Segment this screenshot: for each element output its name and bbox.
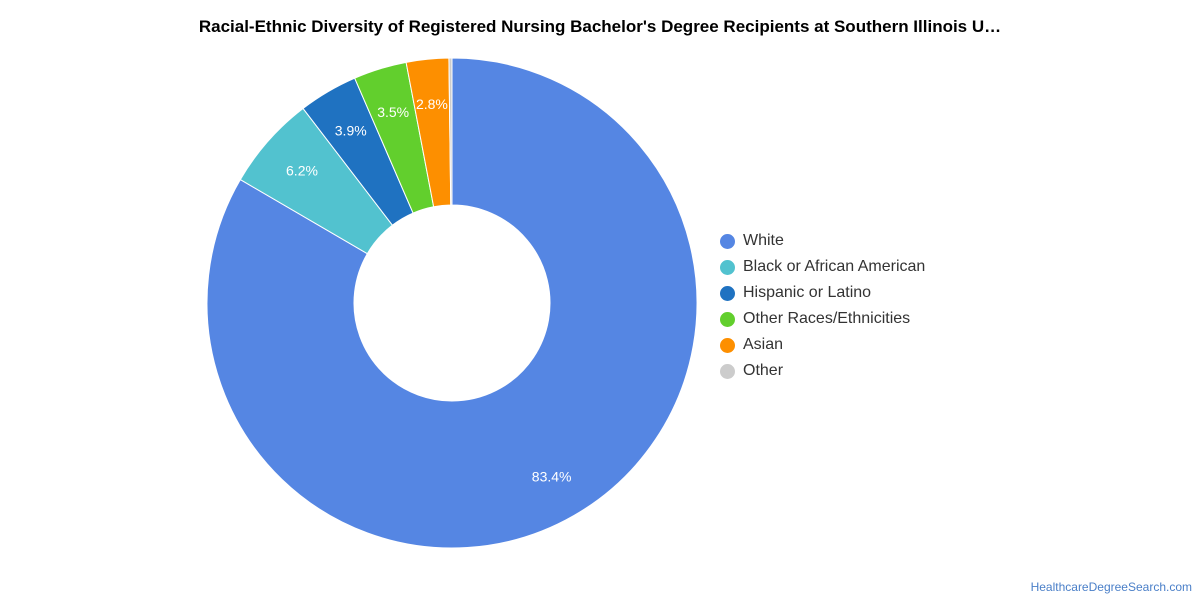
slice-label-hispanic-or-latino: 3.9% <box>335 123 367 139</box>
legend-dot-icon <box>720 259 735 275</box>
legend-label: Asian <box>743 336 784 353</box>
legend-label: Hispanic or Latino <box>743 284 872 301</box>
slice-label-white: 83.4% <box>532 468 572 484</box>
legend-item-other[interactable]: Other <box>720 358 925 384</box>
slice-label-black-or-african-american: 6.2% <box>286 163 318 179</box>
slice-white[interactable] <box>206 57 698 549</box>
slice-label-asian: 2.8% <box>416 96 448 112</box>
chart-legend: White Black or African American Hispanic o… <box>720 228 925 384</box>
legend-dot-icon <box>720 337 735 353</box>
legend-dot-icon <box>720 363 735 379</box>
legend-item-hispanic-or-latino[interactable]: Hispanic or Latino <box>720 280 925 306</box>
chart-title: Racial-Ethnic Diversity of Registered Nu… <box>198 17 1002 36</box>
slice-label-other-races-ethnicities: 3.5% <box>377 104 409 120</box>
legend-dot-icon <box>720 285 735 301</box>
legend-label: Other <box>743 362 784 379</box>
legend-dot-icon <box>720 311 735 327</box>
legend-dot-icon <box>720 233 735 249</box>
slice-other[interactable] <box>448 57 453 206</box>
source-link[interactable]: HealthcareDegreeSearch.com <box>1030 580 1192 594</box>
legend-item-white[interactable]: White <box>720 228 925 254</box>
legend-item-black-or-african-american[interactable]: Black or African American <box>720 254 925 280</box>
legend-label: Other Races/Ethnicities <box>743 310 911 327</box>
legend-label: Black or African American <box>743 258 926 275</box>
legend-item-asian[interactable]: Asian <box>720 332 925 358</box>
legend-item-other-races-ethnicities[interactable]: Other Races/Ethnicities <box>720 306 925 332</box>
legend-label: White <box>743 232 784 249</box>
